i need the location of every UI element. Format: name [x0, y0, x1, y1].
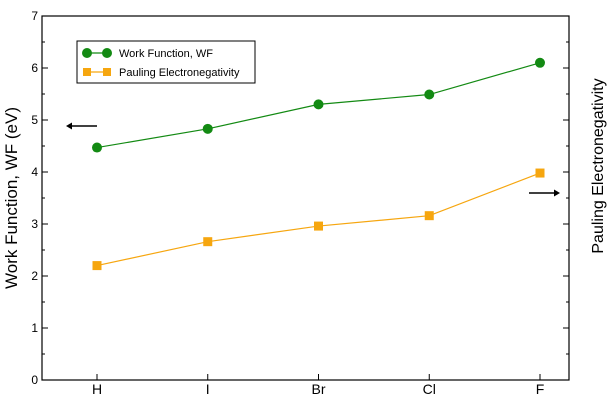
y-tick-label: 1 — [31, 321, 38, 335]
x-tick-label: Br — [312, 381, 326, 396]
data-point — [535, 168, 545, 178]
data-point — [424, 211, 434, 221]
x-tick-label: Cl — [423, 381, 436, 396]
x-tick-label: H — [92, 381, 102, 396]
series-line-1 — [96, 172, 541, 267]
legend: Work Function, WF Pauling Electronegativ… — [76, 40, 256, 84]
y-axis-ticks: 0 1 2 3 4 5 6 7 — [31, 9, 569, 387]
y-tick-label: 3 — [31, 217, 38, 231]
data-point — [535, 57, 545, 68]
legend-marker-0 — [82, 48, 92, 58]
data-point — [424, 89, 435, 100]
data-point — [92, 142, 102, 153]
data-point — [203, 237, 213, 247]
x-tick-label: I — [206, 381, 210, 396]
y-axis-label: Work Function, WF (eV) — [2, 107, 21, 289]
legend-marker-1b — [103, 68, 111, 76]
legend-marker-0b — [102, 48, 112, 58]
y2-axis-label: Pauling Electronegativity — [590, 78, 607, 253]
x-tick-label: F — [536, 381, 545, 396]
data-point — [313, 99, 324, 110]
y-tick-label: 5 — [31, 113, 38, 127]
data-point — [202, 123, 213, 134]
y-tick-label: 6 — [31, 61, 38, 75]
y-tick-label: 0 — [31, 373, 38, 387]
left-axis-arrow — [66, 122, 97, 130]
x-axis-ticks: H I Br Cl F — [92, 374, 544, 396]
y-tick-label: 2 — [31, 269, 38, 283]
legend-label-0: Work Function, WF — [119, 48, 213, 60]
series-layer — [92, 57, 545, 271]
legend-marker-1 — [83, 68, 91, 76]
right-axis-arrow — [529, 189, 560, 197]
y-tick-label: 7 — [31, 9, 38, 23]
y-tick-label: 4 — [31, 165, 38, 179]
data-point — [92, 261, 102, 271]
legend-label-1: Pauling Electronegativity — [119, 67, 240, 79]
data-point — [314, 221, 323, 231]
